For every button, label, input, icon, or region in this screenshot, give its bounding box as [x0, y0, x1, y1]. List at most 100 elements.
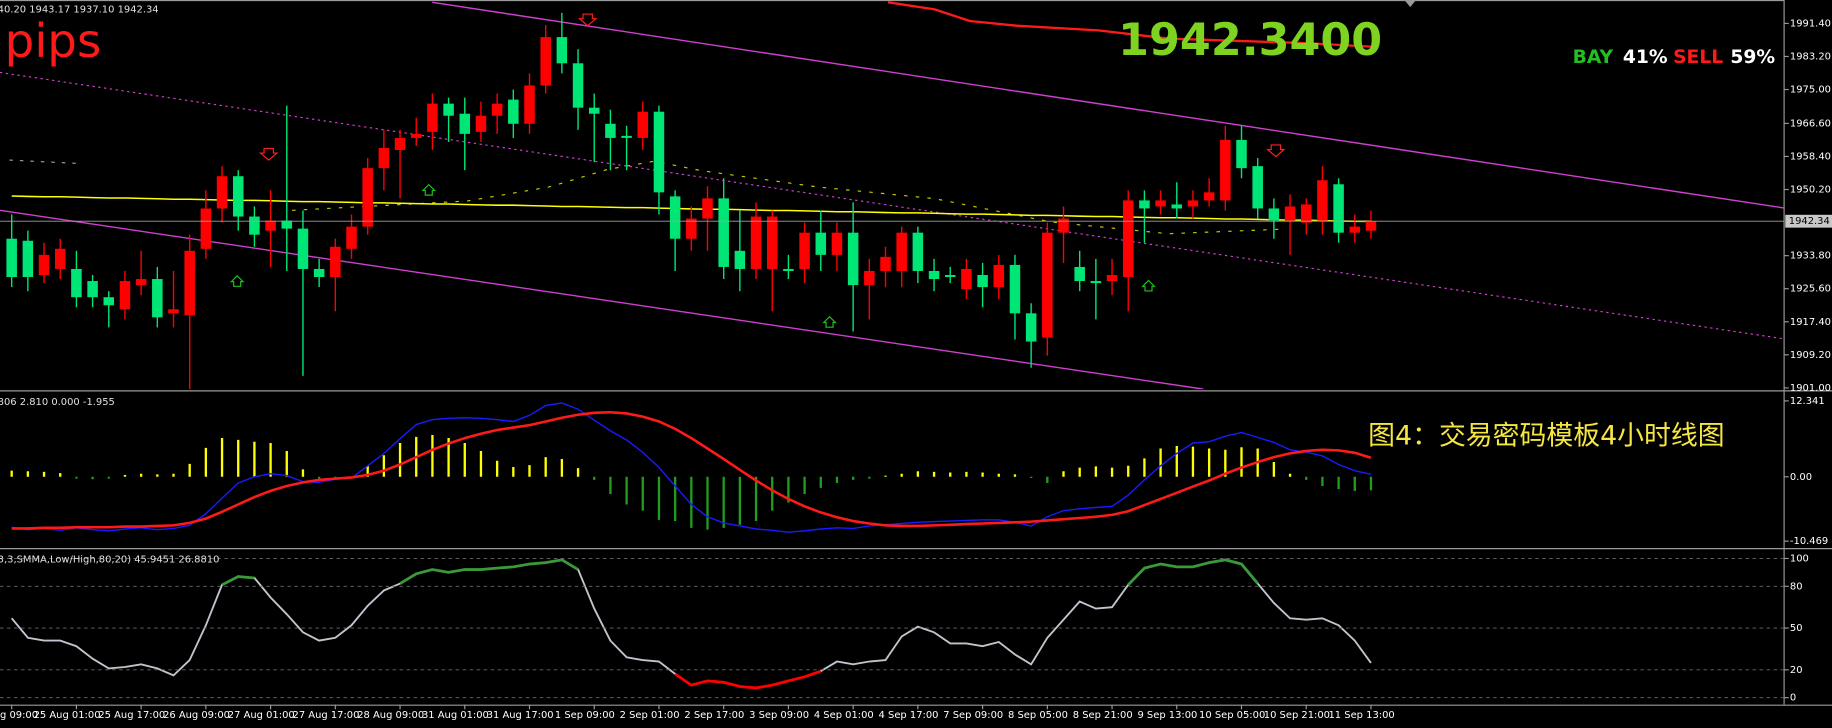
- candle-body: [637, 111, 649, 138]
- macd-header: 806 2.810 0.000 -1.955: [0, 397, 115, 408]
- up-arrow: [229, 274, 245, 287]
- candle-body: [38, 254, 50, 276]
- candle-body: [799, 232, 810, 269]
- x-tick-label: 2 Sep 17:00: [684, 710, 744, 721]
- candle-body: [346, 226, 357, 249]
- x-tick-label: 8 Sep 21:00: [1073, 710, 1133, 721]
- macd-plot: [10, 402, 1373, 533]
- candle-body: [588, 107, 600, 114]
- x-tick-label: 25 Aug 17:00: [98, 710, 165, 721]
- candle-body: [443, 103, 454, 116]
- candle-body: [1139, 200, 1150, 209]
- candle-body: [961, 268, 972, 290]
- x-tick-label: 31 Aug 17:00: [487, 710, 554, 721]
- candle-body: [1268, 208, 1280, 221]
- candle-body: [330, 246, 341, 278]
- candle-body: [847, 232, 859, 286]
- x-tick-label: 31 Aug 01:00: [422, 710, 489, 721]
- candle-body: [1333, 184, 1344, 233]
- candle-body: [944, 275, 956, 278]
- y-tick-label: 1917.40: [1790, 317, 1831, 328]
- x-tick-label: 26 Aug 09:00: [163, 710, 230, 721]
- candle-body: [1122, 200, 1134, 278]
- data-layer: 1942.34 1991.40 1983.20 1975.00 1966.60 1958.…: [0, 12, 1832, 721]
- y-tick-label: 0.00: [1790, 472, 1812, 483]
- candle-body: [766, 216, 778, 269]
- x-tick-label: 27 Aug 01:00: [228, 710, 295, 721]
- pips-label: pips: [5, 15, 102, 69]
- down-arrow: [577, 13, 598, 27]
- last-price-box: [1785, 214, 1832, 228]
- indicator-line: [11, 410, 1372, 530]
- y-tick-label: 1991.40: [1790, 18, 1831, 29]
- candle-body: [119, 281, 131, 310]
- candle-body: [831, 232, 843, 255]
- candle-body: [572, 63, 584, 108]
- candle-body: [1025, 313, 1037, 342]
- y-tick-label: 50: [1790, 623, 1803, 634]
- x-tick-label: 25 Aug 01:00: [34, 710, 101, 721]
- candle-body: [168, 309, 179, 314]
- candle-body: [896, 232, 907, 271]
- candle-body: [1074, 266, 1085, 282]
- candle-body: [200, 208, 212, 249]
- candles: [6, 12, 1377, 390]
- candle-body: [734, 250, 746, 269]
- candle-body: [22, 240, 34, 278]
- candle-body: [6, 238, 17, 278]
- x-tick-label: 8 Sep 05:00: [1008, 710, 1068, 721]
- candle-body: [459, 113, 471, 134]
- candle-body: [556, 37, 568, 64]
- candle-body: [1236, 139, 1247, 169]
- x-tick-label: 7 Sep 09:00: [943, 710, 1003, 721]
- sell-percent: 59%: [1730, 47, 1775, 68]
- channel-upper: [432, 1, 1785, 209]
- candle-body: [1220, 139, 1231, 201]
- candle-body: [135, 279, 147, 286]
- candle-body: [362, 168, 373, 227]
- candle-body: [993, 264, 1005, 288]
- x-tick-label: 10 Sep 05:00: [1199, 710, 1265, 721]
- candle-body: [540, 37, 551, 86]
- candle-body: [1365, 221, 1377, 231]
- buy-percent: 41%: [1623, 47, 1668, 68]
- candle-body: [783, 268, 794, 271]
- candle-body: [297, 228, 309, 269]
- candle-body: [1171, 204, 1183, 209]
- channel-middle: [0, 71, 1785, 340]
- candle-body: [71, 268, 82, 298]
- candle-body: [410, 133, 422, 138]
- candle-body: [378, 147, 390, 169]
- band-line: [887, 1, 1373, 48]
- candle-body: [912, 232, 924, 271]
- x-tick-label: 4 Sep 01:00: [814, 710, 874, 721]
- candle-body: [249, 216, 260, 235]
- candle-body: [524, 85, 535, 124]
- x-tick-label: 28 Aug 09:00: [357, 710, 424, 721]
- candle-body: [1203, 192, 1215, 201]
- candle-body: [653, 111, 665, 193]
- candle-body: [1009, 264, 1021, 314]
- candle-body: [815, 232, 827, 255]
- overbought-segment: [221, 575, 255, 587]
- candle-body: [702, 198, 713, 219]
- candle-body: [864, 270, 875, 286]
- y-tick-label: 1933.80: [1790, 251, 1831, 262]
- y-tick-label: 1983.20: [1790, 51, 1831, 62]
- overbought-segment: [399, 558, 579, 585]
- x-tick-label: 9 Sep 13:00: [1137, 710, 1197, 721]
- overbought-segment: [1127, 558, 1259, 586]
- candle-body: [669, 196, 681, 239]
- candle-body: [54, 248, 66, 269]
- y-tick-label: 1950.20: [1790, 185, 1831, 196]
- candle-body: [686, 218, 697, 239]
- shift-marker: [1404, 0, 1417, 8]
- candle-body: [1155, 200, 1166, 207]
- y-tick-label: 12.341: [1790, 396, 1825, 407]
- dotted-level: [9, 159, 82, 165]
- candle-body: [427, 103, 438, 132]
- x-tick-label: 3 Sep 09:00: [749, 710, 809, 721]
- candle-body: [880, 256, 891, 271]
